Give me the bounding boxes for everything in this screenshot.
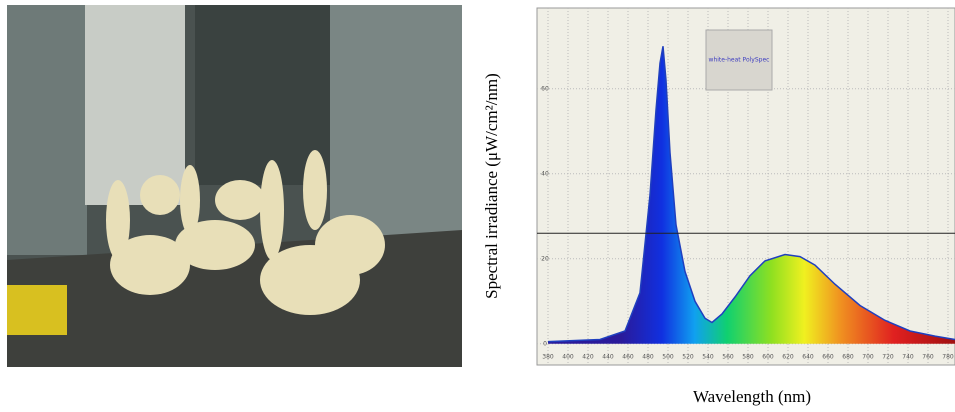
spectrum-area [548,46,955,344]
photo [7,5,462,367]
x-tick-label: 580 [742,354,754,361]
x-tick-label: 740 [902,354,914,361]
x-tick-label: 620 [782,354,794,361]
y-tick-label: 0 [543,340,547,347]
legend-text: white-heat PolySpec [709,57,770,64]
legend-box [705,29,773,91]
x-tick-label: 680 [842,354,854,361]
x-tick-label: 420 [582,354,594,361]
x-tick-label: 540 [702,354,714,361]
x-tick-label: 380 [542,354,554,361]
x-tick-label: 480 [642,354,654,361]
x-tick-label: 560 [722,354,734,361]
x-tick-label: 780 [942,354,954,361]
x-tick-label: 500 [662,354,674,361]
x-tick-label: 720 [882,354,894,361]
x-tick-label: 460 [622,354,634,361]
x-tick-label: 520 [682,354,694,361]
x-tick-label: 640 [802,354,814,361]
x-tick-label: 440 [602,354,614,361]
x-tick-label: 400 [562,354,574,361]
x-axis-label: Wavelength (nm) [693,387,811,406]
y-tick-label: 60 [541,85,549,92]
y-tick-label: 20 [541,255,549,262]
y-axis-label: Spectral irradiance (μW/cm²/nm) [482,73,501,299]
x-tick-label: 760 [922,354,934,361]
x-tick-label: 660 [822,354,834,361]
x-tick-label: 700 [862,354,874,361]
spectrum-line [547,46,955,343]
y-tick-label: 40 [541,170,549,177]
x-tick-label: 600 [762,354,774,361]
